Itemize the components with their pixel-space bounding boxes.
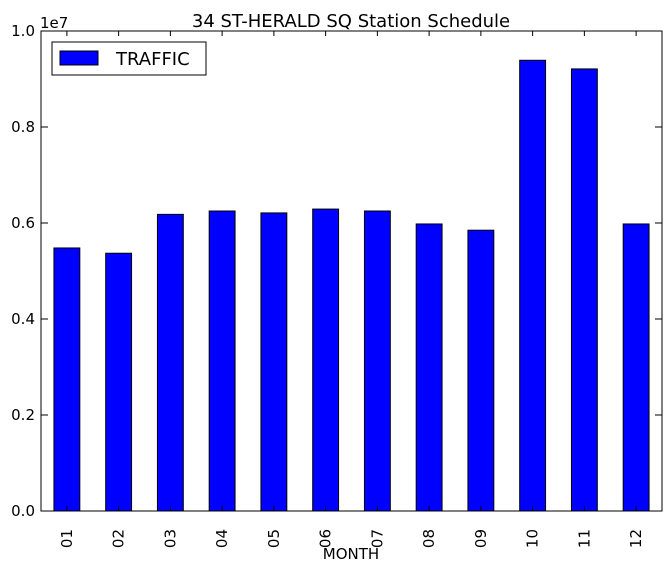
bar-11 (570, 68, 598, 512)
y-tick-label-5: 1.0 (11, 22, 35, 40)
bars-group (53, 59, 650, 512)
x-axis-ticks: 01 02 03 04 05 06 07 08 09 10 11 12 (58, 31, 645, 548)
bar-07 (363, 210, 391, 512)
x-tick-label-10: 10 (524, 529, 542, 548)
chart-title: 34 ST-HERALD SQ Station Schedule (192, 11, 510, 32)
y-axis-offset-label: 1e7 (40, 14, 68, 32)
x-tick-label-06: 06 (317, 529, 335, 548)
x-tick-label-04: 04 (213, 529, 231, 548)
plot-frame (40, 30, 663, 512)
bar-09 (467, 229, 495, 512)
bar-03 (156, 213, 184, 512)
y-tick-label-3: 0.6 (11, 214, 35, 232)
bar-06 (312, 208, 340, 512)
x-tick-label-09: 09 (472, 529, 490, 548)
legend-label-traffic: TRAFFIC (115, 49, 190, 70)
x-tick-label-11: 11 (575, 529, 593, 548)
bar-04 (208, 210, 236, 512)
legend: TRAFFIC (51, 41, 207, 76)
bar-12 (622, 223, 650, 512)
y-tick-label-0: 0.0 (11, 502, 35, 520)
bar-01 (53, 247, 81, 512)
x-tick-label-01: 01 (58, 529, 76, 548)
y-tick-label-1: 0.2 (11, 406, 35, 424)
x-tick-label-02: 02 (110, 529, 128, 548)
x-tick-label-08: 08 (420, 529, 438, 548)
bar-02 (105, 252, 133, 512)
x-axis-label: MONTH (323, 545, 379, 563)
x-tick-label-07: 07 (368, 529, 386, 548)
x-tick-label-03: 03 (161, 529, 179, 548)
bar-08 (415, 223, 443, 512)
bar-05 (260, 212, 288, 512)
x-tick-label-05: 05 (265, 529, 283, 548)
y-tick-label-2: 0.4 (11, 310, 35, 328)
x-tick-label-12: 12 (627, 529, 645, 548)
y-tick-label-4: 0.8 (11, 118, 35, 136)
legend-swatch (59, 50, 99, 66)
bar-10 (519, 59, 547, 512)
y-axis-ticks: 0.0 0.2 0.4 0.6 0.8 1.0 (11, 22, 662, 520)
